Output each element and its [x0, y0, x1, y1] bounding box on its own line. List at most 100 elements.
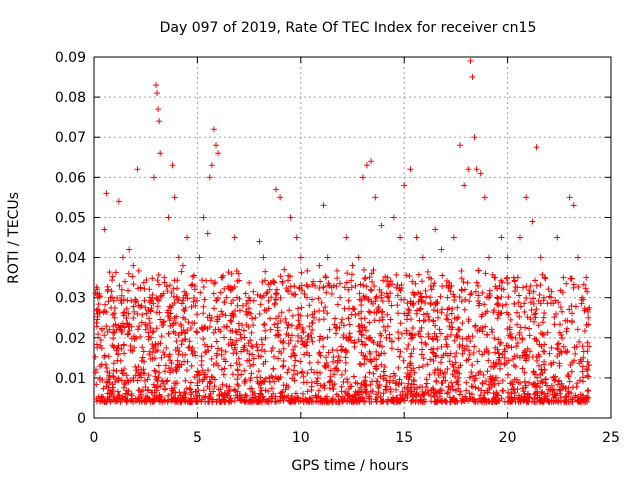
data-point	[463, 343, 470, 350]
data-point	[574, 326, 581, 333]
data-point	[445, 316, 452, 323]
data-point	[395, 364, 402, 371]
data-point	[339, 346, 346, 353]
data-point	[168, 390, 175, 397]
data-point	[467, 338, 474, 345]
data-point	[510, 274, 517, 281]
data-point	[236, 295, 243, 302]
data-point	[292, 398, 299, 405]
data-point	[383, 377, 390, 384]
data-point	[580, 348, 587, 355]
data-point	[521, 300, 528, 307]
data-point	[134, 310, 141, 317]
data-point	[301, 291, 308, 298]
data-point	[249, 351, 256, 358]
data-point	[572, 303, 579, 310]
data-point	[128, 297, 135, 304]
data-point	[349, 262, 356, 269]
data-point	[386, 331, 393, 338]
data-point	[312, 282, 319, 289]
data-point	[234, 388, 241, 395]
data-point	[554, 352, 561, 359]
data-point	[293, 325, 300, 332]
data-point	[140, 348, 147, 355]
data-point	[171, 300, 178, 307]
data-point	[257, 301, 264, 308]
data-point	[495, 380, 502, 387]
data-point	[495, 302, 502, 309]
data-point	[583, 322, 590, 329]
data-point	[378, 294, 385, 301]
data-point	[489, 329, 496, 336]
data-point	[450, 386, 457, 393]
data-point	[348, 271, 355, 278]
data-point	[434, 345, 441, 352]
data-point	[554, 381, 561, 388]
data-point	[286, 398, 293, 405]
data-point	[377, 393, 384, 400]
data-point	[266, 379, 273, 386]
data-point	[344, 270, 351, 277]
data-point	[382, 383, 389, 390]
data-point	[470, 350, 477, 357]
data-point	[459, 320, 466, 327]
data-point	[443, 278, 450, 285]
data-point	[395, 381, 402, 388]
data-point	[133, 367, 140, 374]
plot-frame	[93, 56, 612, 419]
data-point	[188, 347, 195, 354]
data-point	[265, 297, 272, 304]
data-point	[250, 322, 257, 329]
data-point	[193, 328, 200, 335]
data-point	[384, 311, 391, 318]
data-point	[585, 394, 592, 401]
data-point	[212, 279, 219, 286]
data-point	[123, 387, 130, 394]
data-point	[426, 316, 433, 323]
data-point	[563, 393, 570, 400]
data-point	[274, 320, 281, 327]
data-point	[280, 345, 287, 352]
data-point	[432, 322, 439, 329]
data-point	[317, 382, 324, 389]
data-point	[323, 289, 330, 296]
data-point	[119, 370, 126, 377]
data-point	[380, 368, 387, 375]
data-point	[242, 290, 249, 297]
data-point	[531, 395, 538, 402]
data-point	[464, 279, 471, 286]
data-point	[242, 391, 249, 398]
data-point	[128, 335, 135, 342]
data-point	[534, 374, 541, 381]
data-point	[132, 299, 139, 306]
data-point	[388, 345, 395, 352]
data-point	[217, 328, 224, 335]
data-point	[499, 302, 506, 309]
data-point	[118, 377, 125, 384]
data-point	[477, 397, 484, 404]
data-point	[416, 328, 423, 335]
data-point	[585, 387, 592, 394]
data-point	[106, 269, 113, 276]
data-point	[179, 262, 186, 269]
data-point	[214, 313, 221, 320]
data-point	[331, 381, 338, 388]
data-point	[267, 326, 274, 333]
data-point	[482, 270, 489, 277]
data-point	[142, 321, 149, 328]
data-point	[403, 327, 410, 334]
data-point	[387, 386, 394, 393]
data-point	[287, 337, 294, 344]
data-point	[540, 361, 547, 368]
data-point	[562, 384, 569, 391]
data-point	[247, 374, 254, 381]
data-point	[410, 378, 417, 385]
data-point	[383, 386, 390, 393]
data-point	[461, 347, 468, 354]
data-point	[415, 271, 422, 278]
data-point	[105, 298, 112, 305]
data-point	[126, 327, 133, 334]
data-point	[551, 321, 558, 328]
data-point	[268, 348, 275, 355]
data-point	[485, 398, 492, 405]
